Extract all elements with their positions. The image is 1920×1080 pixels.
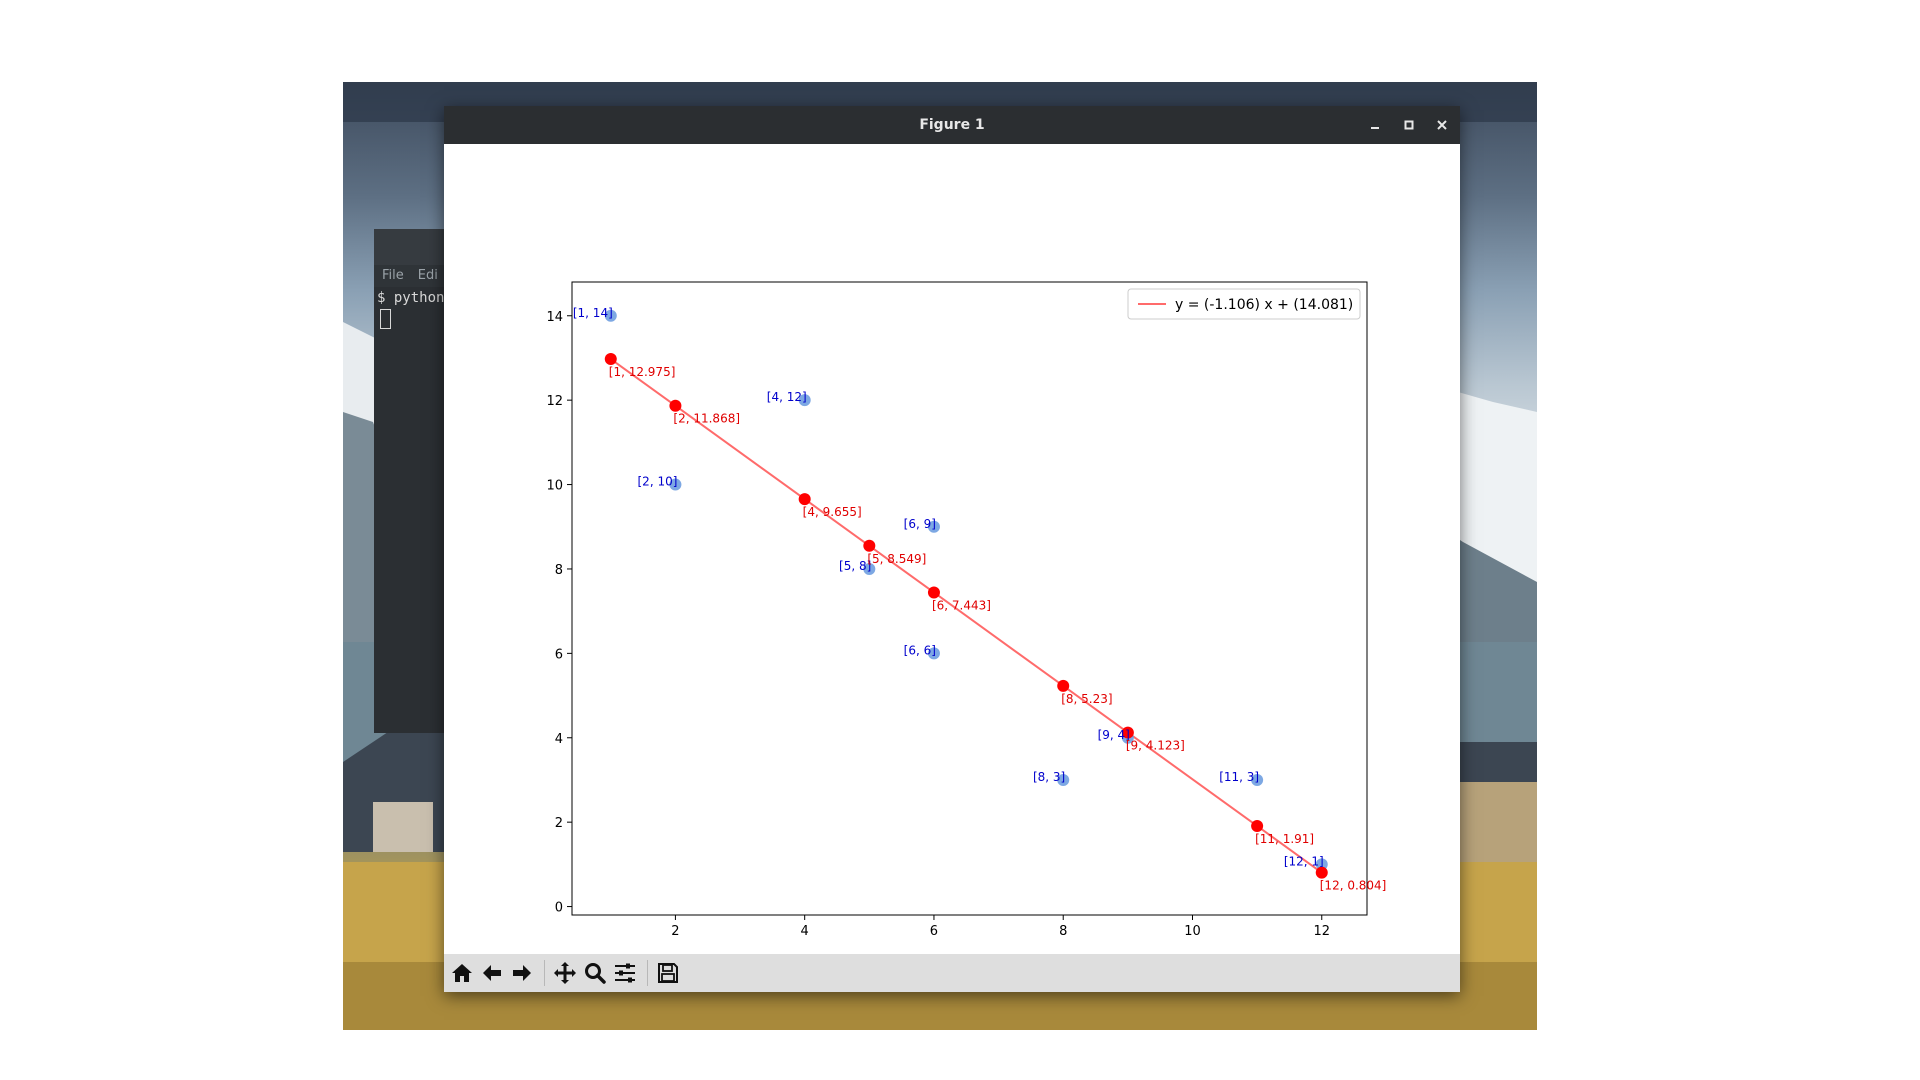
fitted-point-label: [5, 8.549] bbox=[867, 552, 926, 566]
fitted-point bbox=[669, 399, 682, 412]
window-titlebar[interactable]: Figure 1 bbox=[444, 106, 1460, 144]
fitted-point-label: [6, 7.443] bbox=[932, 598, 991, 612]
plot-frame bbox=[571, 281, 1368, 916]
data-point-label: [1, 14] bbox=[573, 306, 613, 320]
fitted-point bbox=[1057, 679, 1070, 692]
terminal-titlebar[interactable] bbox=[374, 229, 450, 265]
y-tick-label: 6 bbox=[555, 647, 563, 662]
fitted-point bbox=[1315, 866, 1328, 879]
configure-subplots-button[interactable] bbox=[611, 959, 639, 987]
x-tick-label: 8 bbox=[1059, 924, 1067, 939]
data-point-label: [11, 3] bbox=[1219, 770, 1259, 784]
terminal-prompt: $ python bbox=[377, 290, 445, 306]
terminal-window[interactable]: File Edi $ python bbox=[374, 229, 450, 733]
forward-arrow-icon bbox=[513, 965, 531, 981]
navigation-toolbar bbox=[444, 954, 1460, 992]
fitted-point bbox=[863, 539, 876, 552]
fitted-point bbox=[604, 353, 617, 366]
fitted-point-label: [12, 0.804] bbox=[1320, 879, 1387, 893]
maximize-icon bbox=[1404, 120, 1414, 130]
back-arrow-icon bbox=[483, 965, 501, 981]
data-point bbox=[604, 309, 617, 322]
data-point bbox=[798, 394, 811, 407]
fitted-point-label: [9, 4.123] bbox=[1126, 739, 1185, 753]
forward-button[interactable] bbox=[508, 959, 536, 987]
figure-canvas[interactable]: 2 4 6 8 10 12 0 2 4 6 8 10 12 14 [1, 14] [4, 12] [2, 10… bbox=[444, 144, 1460, 954]
x-tick-label: 6 bbox=[930, 924, 938, 939]
regression-chart: 2 4 6 8 10 12 0 2 4 6 8 10 12 14 [1, 14] [4, 12] [2, 10… bbox=[546, 281, 1387, 939]
data-point-label: [4, 12] bbox=[767, 390, 807, 404]
regression-line bbox=[610, 358, 1323, 874]
fitted-point bbox=[798, 493, 811, 506]
data-point-label: [5, 8] bbox=[839, 559, 871, 573]
terminal-menu-edit[interactable]: Edi bbox=[417, 268, 438, 283]
zoom-button[interactable] bbox=[581, 959, 609, 987]
fitted-point-label: [2, 11.868] bbox=[673, 412, 740, 426]
figure-window[interactable]: Figure 1 2 4 6 8 10 12 0 2 4 6 8 10 12 14 [1, 14] [4, … bbox=[444, 106, 1460, 992]
data-point bbox=[927, 647, 940, 660]
x-tick-label: 2 bbox=[671, 924, 679, 939]
data-point bbox=[1315, 858, 1328, 871]
close-button[interactable] bbox=[1432, 115, 1452, 135]
fitted-point-label: [11, 1.91] bbox=[1255, 832, 1314, 846]
home-button[interactable] bbox=[448, 959, 476, 987]
save-icon bbox=[658, 963, 678, 983]
legend-label: y = (-1.106) x + (14.081) bbox=[1175, 297, 1353, 313]
data-point bbox=[1251, 773, 1264, 786]
y-tick-label: 8 bbox=[555, 563, 563, 578]
zoom-icon bbox=[585, 963, 606, 984]
x-tick-label: 12 bbox=[1313, 924, 1330, 939]
y-tick-label: 10 bbox=[546, 479, 563, 494]
x-tick-label: 10 bbox=[1184, 924, 1201, 939]
fitted-point bbox=[1121, 726, 1134, 739]
data-point bbox=[669, 478, 682, 491]
fitted-point-label: [1, 12.975] bbox=[609, 365, 676, 379]
data-point-label: [2, 10] bbox=[638, 475, 678, 489]
data-point-label: [6, 9] bbox=[904, 517, 936, 531]
save-button[interactable] bbox=[654, 959, 682, 987]
legend-box bbox=[1127, 288, 1361, 320]
y-tick-label: 2 bbox=[555, 816, 563, 831]
x-tick-label: 4 bbox=[801, 924, 809, 939]
fitted-point-label: [4, 9.655] bbox=[803, 505, 862, 519]
close-icon bbox=[1437, 120, 1447, 130]
data-point-label: [6, 6] bbox=[904, 643, 936, 657]
data-point bbox=[927, 520, 940, 533]
window-title: Figure 1 bbox=[919, 117, 985, 133]
minimize-button[interactable] bbox=[1365, 115, 1385, 135]
minimize-icon bbox=[1371, 127, 1379, 129]
fitted-point bbox=[927, 586, 940, 599]
toolbar-separator bbox=[647, 960, 648, 986]
pan-button[interactable] bbox=[551, 959, 579, 987]
terminal-menubar: File Edi bbox=[374, 265, 450, 287]
pan-icon bbox=[554, 962, 576, 984]
data-point bbox=[863, 562, 876, 575]
data-point bbox=[1057, 773, 1070, 786]
terminal-cursor bbox=[380, 309, 391, 329]
terminal-menu-file[interactable]: File bbox=[382, 268, 404, 283]
home-icon bbox=[452, 964, 472, 982]
toolbar-separator bbox=[544, 960, 545, 986]
maximize-button[interactable] bbox=[1399, 115, 1419, 135]
configure-subplots-icon bbox=[615, 963, 635, 983]
y-tick-label: 14 bbox=[546, 310, 563, 325]
y-tick-label: 0 bbox=[555, 901, 563, 916]
data-point-label: [8, 3] bbox=[1033, 770, 1065, 784]
y-tick-label: 4 bbox=[555, 732, 563, 747]
y-tick-label: 12 bbox=[546, 394, 563, 409]
data-point-label: [9, 4] bbox=[1098, 728, 1130, 742]
fitted-point bbox=[1251, 819, 1264, 832]
data-point-label: [12, 1] bbox=[1284, 854, 1324, 868]
fitted-point-label: [8, 5.23] bbox=[1061, 692, 1112, 706]
back-button[interactable] bbox=[478, 959, 506, 987]
